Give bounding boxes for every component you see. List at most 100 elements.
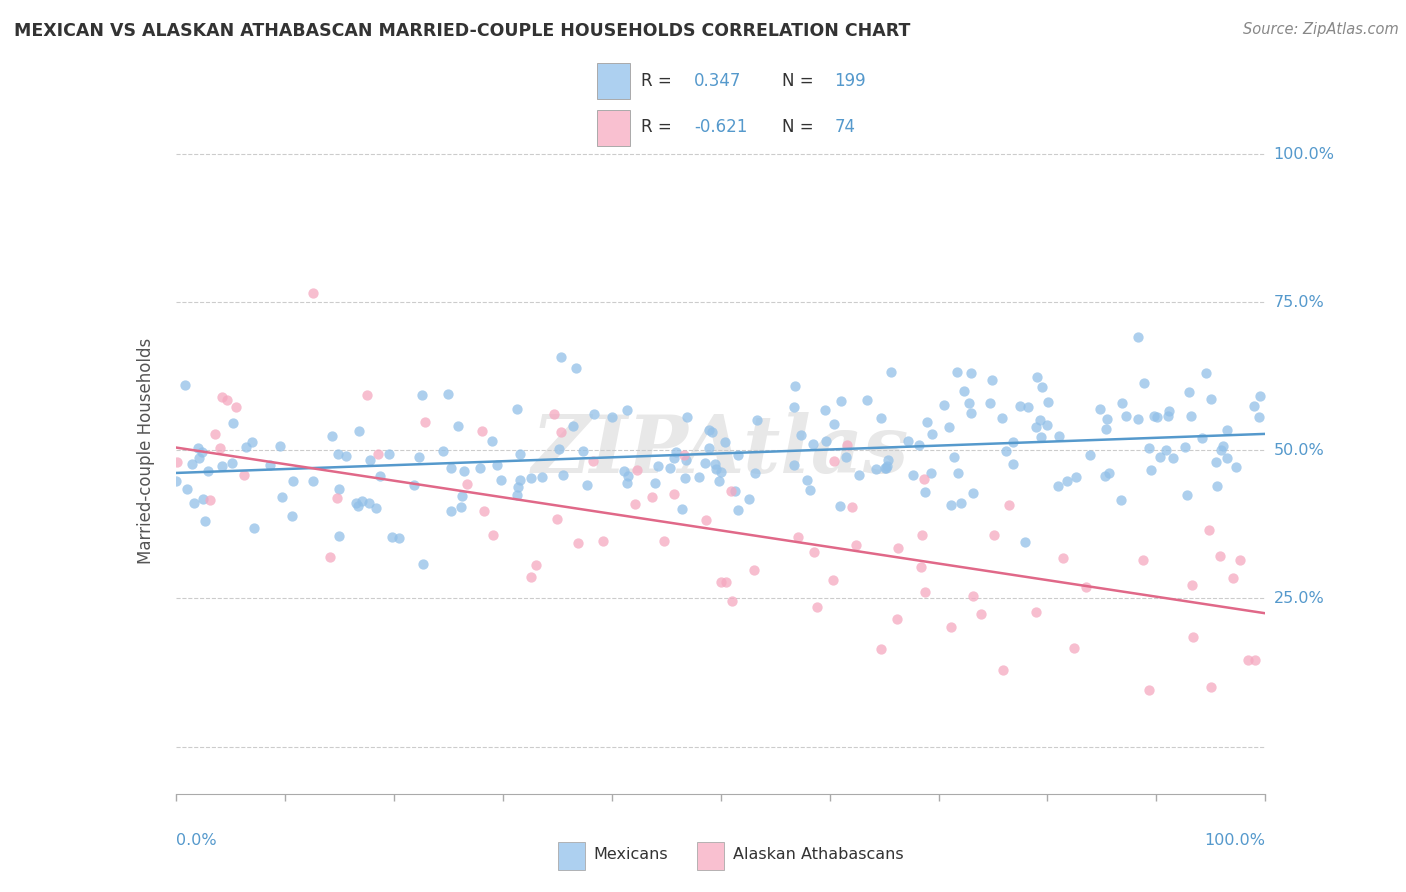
- Point: [626, 463, 648, 477]
- Point: [1175, 488, 1198, 502]
- Point: [911, 527, 934, 541]
- Point: [281, 474, 304, 488]
- Point: [835, 450, 858, 465]
- Point: [1063, 641, 1085, 656]
- Point: [946, 467, 969, 481]
- Point: [1126, 411, 1149, 425]
- Point: [1052, 551, 1074, 566]
- Point: [378, 447, 401, 461]
- Point: [1198, 523, 1220, 537]
- Point: [704, 462, 727, 476]
- Point: [714, 574, 737, 589]
- Point: [437, 387, 460, 401]
- Point: [613, 464, 636, 478]
- Point: [357, 496, 380, 510]
- Point: [1031, 380, 1053, 394]
- Text: MEXICAN VS ALASKAN ATHABASCAN MARRIED-COUPLE HOUSEHOLDS CORRELATION CHART: MEXICAN VS ALASKAN ATHABASCAN MARRIED-CO…: [14, 22, 911, 40]
- Point: [662, 450, 685, 465]
- Point: [208, 441, 231, 455]
- Point: [165, 475, 187, 489]
- Point: [553, 468, 575, 483]
- Point: [240, 434, 263, 449]
- Point: [821, 573, 844, 587]
- Point: [823, 417, 845, 431]
- Point: [623, 497, 645, 511]
- Point: [1249, 389, 1271, 403]
- Point: [786, 530, 808, 544]
- Point: [803, 437, 825, 451]
- Point: [665, 444, 688, 458]
- Text: 100.0%: 100.0%: [1205, 833, 1265, 847]
- Point: [325, 491, 347, 505]
- Text: ZIPAtlas: ZIPAtlas: [531, 412, 910, 489]
- Point: [993, 663, 1015, 677]
- Point: [727, 502, 749, 516]
- Y-axis label: Married-couple Households: Married-couple Households: [136, 337, 155, 564]
- Point: [1002, 457, 1025, 471]
- Point: [640, 491, 662, 505]
- Point: [1146, 409, 1168, 424]
- Point: [783, 400, 806, 414]
- Point: [912, 471, 935, 485]
- Point: [652, 534, 675, 549]
- Point: [440, 461, 463, 475]
- Point: [714, 434, 737, 449]
- Text: 50.0%: 50.0%: [1274, 443, 1324, 458]
- Point: [1025, 420, 1047, 434]
- Point: [920, 466, 942, 480]
- Point: [875, 460, 897, 475]
- Point: [1225, 460, 1247, 475]
- Point: [887, 541, 910, 555]
- Point: [995, 444, 1018, 458]
- Point: [221, 416, 243, 430]
- Point: [197, 464, 219, 478]
- Point: [359, 453, 381, 467]
- Point: [806, 600, 828, 615]
- Point: [1211, 443, 1233, 458]
- Point: [174, 378, 197, 392]
- Point: [1247, 410, 1270, 425]
- Point: [1191, 431, 1213, 445]
- Point: [366, 500, 388, 515]
- Point: [814, 434, 837, 448]
- Point: [960, 366, 983, 380]
- Point: [347, 500, 370, 514]
- Point: [415, 415, 437, 429]
- Point: [695, 457, 717, 471]
- Text: 199: 199: [835, 72, 866, 90]
- Point: [921, 427, 943, 442]
- Point: [543, 408, 565, 422]
- Point: [688, 470, 710, 484]
- Point: [190, 445, 212, 459]
- Text: 0.0%: 0.0%: [176, 833, 217, 847]
- Point: [704, 457, 727, 471]
- Point: [676, 410, 699, 425]
- Point: [1095, 412, 1118, 426]
- Point: [481, 434, 503, 449]
- Point: [1036, 394, 1059, 409]
- Point: [176, 482, 198, 496]
- Point: [432, 444, 454, 458]
- Point: [453, 465, 475, 479]
- Point: [710, 465, 733, 479]
- Point: [1157, 404, 1180, 418]
- Point: [828, 499, 851, 513]
- Point: [1002, 435, 1025, 450]
- Point: [957, 395, 980, 409]
- Point: [799, 483, 821, 497]
- Point: [1180, 409, 1202, 423]
- Point: [1047, 428, 1070, 442]
- Point: [877, 452, 900, 467]
- Point: [745, 413, 768, 427]
- Point: [183, 496, 205, 510]
- Point: [335, 450, 357, 464]
- Text: Source: ZipAtlas.com: Source: ZipAtlas.com: [1243, 22, 1399, 37]
- Point: [1229, 552, 1251, 566]
- Point: [616, 403, 638, 417]
- Point: [381, 530, 404, 544]
- Point: [582, 454, 605, 468]
- Point: [785, 379, 807, 393]
- Point: [1098, 466, 1121, 480]
- Point: [328, 529, 350, 543]
- Point: [1014, 534, 1036, 549]
